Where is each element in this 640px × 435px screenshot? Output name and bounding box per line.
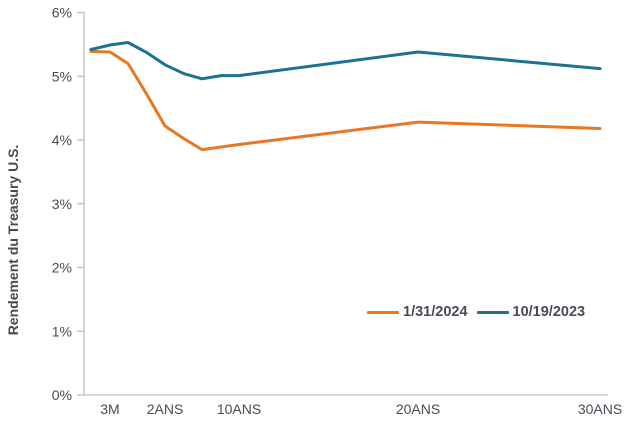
legend-swatch-blue bbox=[476, 310, 509, 314]
legend-label: 10/19/2023 bbox=[512, 304, 586, 320]
legend-label: 1/31/2024 bbox=[403, 304, 468, 320]
y-tick-label: 1% bbox=[52, 323, 72, 339]
x-tick-label: 20ANS bbox=[396, 401, 440, 417]
y-axis-title: Rendement du Treasury U.S. bbox=[5, 144, 21, 336]
y-tick-label: 3% bbox=[52, 196, 72, 212]
series-line-0 bbox=[89, 49, 602, 152]
y-tick-label: 6% bbox=[52, 5, 72, 21]
y-tick-label: 4% bbox=[52, 132, 72, 148]
series-line-1 bbox=[89, 41, 602, 81]
x-tick-label: 10ANS bbox=[217, 401, 261, 417]
y-tick-label: 0% bbox=[52, 387, 72, 403]
x-tick-label: 2ANS bbox=[147, 401, 184, 417]
y-tick-label: 2% bbox=[52, 260, 72, 276]
legend-item-1-31-2024: 1/31/2024 bbox=[367, 304, 468, 320]
legend-item-10-19-2023: 10/19/2023 bbox=[476, 304, 586, 320]
legend: 1/31/2024 10/19/2023 bbox=[367, 303, 585, 321]
x-tick-label: 30ANS bbox=[578, 401, 622, 417]
x-tick-label: 3M bbox=[100, 401, 119, 417]
y-tick-label: 5% bbox=[52, 68, 72, 84]
legend-swatch-orange bbox=[367, 310, 399, 314]
